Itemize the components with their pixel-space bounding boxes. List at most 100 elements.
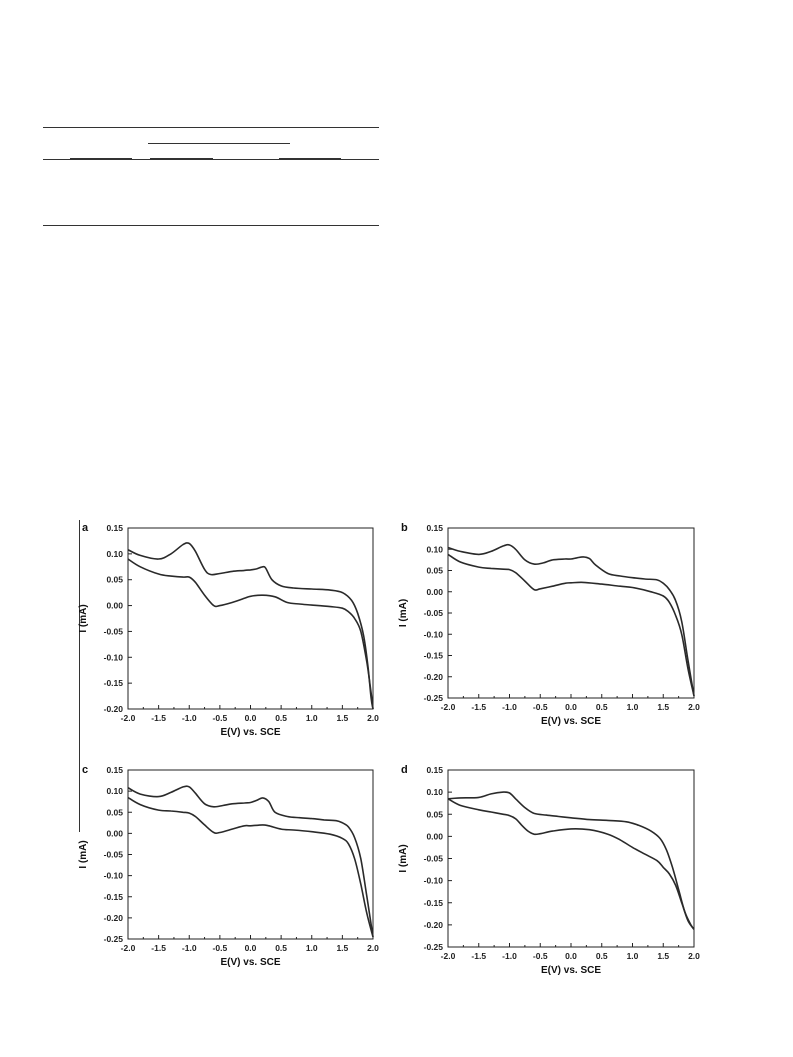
y-tick-label: -0.10: [424, 876, 444, 886]
y-tick-label: 0.00: [426, 587, 443, 597]
y-axis-label: I (mA): [398, 599, 409, 627]
x-tick-label: -0.5: [533, 951, 548, 961]
y-tick-label: 0.00: [106, 828, 123, 838]
y-tick-label: -0.25: [104, 934, 124, 944]
x-tick-label: 0.5: [275, 943, 287, 953]
y-tick-label: 0.10: [106, 549, 123, 559]
x-tick-label: -1.5: [151, 943, 166, 953]
cv-curve-lower: [447, 798, 695, 930]
panel-label: b: [401, 522, 408, 534]
panel-label: c: [82, 764, 88, 776]
y-tick-label: -0.10: [104, 871, 124, 881]
y-axis-label: I (mA): [78, 604, 89, 632]
y-tick-label: -0.20: [104, 704, 124, 714]
chart-panel-b: b -2.0 -1.5 -1.0 -0.5 0.0 0.5 1.0 1.5 2.0 0.15 0.10…: [398, 522, 700, 727]
x-tick-label: 1.0: [627, 951, 639, 961]
table-col-rule-2: [150, 158, 213, 160]
y-tick-label: -0.20: [104, 913, 124, 923]
x-axis-label: E(V) vs. SCE: [541, 716, 601, 727]
y-tick-label: -0.10: [104, 652, 124, 662]
y-tick-label: -0.05: [104, 850, 124, 860]
x-tick-label: 2.0: [688, 702, 700, 712]
x-tick-label: 0.0: [565, 951, 577, 961]
x-tick-label: -1.0: [182, 713, 197, 723]
y-tick-label: 0.10: [426, 787, 443, 797]
x-tick-label: 1.0: [306, 713, 318, 723]
chart-panel-a: a -2.0 -1.5 -1.0 -0.5 0.0 0.5 1.0 1.5 2.0 0.15 0.10…: [78, 522, 379, 738]
y-tick-label: -0.05: [424, 608, 444, 618]
figure-left-rule: [79, 520, 80, 832]
plot-frame: [127, 527, 374, 710]
y-tick-label: 0.00: [426, 831, 443, 841]
x-tick-label: -2.0: [441, 951, 456, 961]
x-tick-label: 1.0: [627, 702, 639, 712]
x-tick-label: -1.0: [502, 702, 517, 712]
x-tick-label: 1.5: [336, 713, 348, 723]
y-tick-label: 0.10: [426, 544, 443, 554]
cv-curve-upper: [127, 785, 374, 938]
cv-curve-lower: [127, 558, 374, 710]
cv-curve-lower: [447, 553, 695, 697]
x-tick-label: 2.0: [688, 951, 700, 961]
x-tick-label: -0.5: [213, 713, 228, 723]
y-tick-label: -0.20: [424, 920, 444, 930]
x-tick-label: -1.5: [151, 713, 166, 723]
x-tick-label: 2.0: [367, 943, 379, 953]
y-tick-label: 0.15: [426, 765, 443, 775]
cv-curve-upper: [127, 542, 374, 710]
x-tick-label: 0.5: [275, 713, 287, 723]
x-tick-label: -1.0: [502, 951, 517, 961]
y-tick-label: -0.15: [424, 651, 444, 661]
table-bottom-rule: [43, 225, 379, 226]
y-tick-label: -0.05: [104, 626, 124, 636]
x-axis-label: E(V) vs. SCE: [541, 965, 601, 976]
y-tick-label: -0.25: [424, 942, 444, 952]
table-col-rule-1: [70, 158, 132, 160]
x-tick-label: 1.5: [657, 702, 669, 712]
y-tick-label: 0.00: [106, 601, 123, 611]
x-tick-label: 0.5: [596, 951, 608, 961]
x-tick-label: -1.0: [182, 943, 197, 953]
table-group-rule: [148, 143, 290, 144]
x-tick-label: 1.5: [336, 943, 348, 953]
x-tick-label: -0.5: [213, 943, 228, 953]
panel-label: a: [82, 522, 89, 534]
x-tick-label: -0.5: [533, 702, 548, 712]
y-tick-label: 0.15: [426, 523, 443, 533]
y-tick-label: -0.15: [424, 898, 444, 908]
x-tick-label: 2.0: [367, 713, 379, 723]
y-tick-label: 0.10: [106, 786, 123, 796]
x-tick-label: 1.0: [306, 943, 318, 953]
panel-label: d: [401, 764, 408, 776]
x-axis-label: E(V) vs. SCE: [220, 727, 280, 738]
y-tick-label: 0.05: [106, 575, 123, 585]
cv-curve-upper: [447, 791, 695, 930]
x-tick-label: -1.5: [471, 702, 486, 712]
y-tick-label: -0.15: [104, 892, 124, 902]
x-axis-label: E(V) vs. SCE: [220, 957, 280, 968]
y-tick-label: 0.15: [106, 523, 123, 533]
y-tick-label: -0.15: [104, 678, 124, 688]
y-tick-label: 0.05: [426, 566, 443, 576]
x-tick-label: -2.0: [441, 702, 456, 712]
x-tick-label: 0.0: [245, 713, 257, 723]
y-tick-label: -0.25: [424, 693, 444, 703]
y-tick-label: 0.15: [106, 765, 123, 775]
y-tick-label: -0.20: [424, 672, 444, 682]
y-tick-label: 0.05: [426, 809, 443, 819]
y-axis-label: I (mA): [78, 840, 89, 868]
table-top-rule: [43, 127, 379, 128]
x-tick-label: 0.5: [596, 702, 608, 712]
x-tick-label: -2.0: [121, 713, 136, 723]
y-tick-label: 0.05: [106, 807, 123, 817]
x-tick-label: -2.0: [121, 943, 136, 953]
y-tick-label: -0.10: [424, 629, 444, 639]
x-tick-label: 1.5: [657, 951, 669, 961]
y-axis-label: I (mA): [398, 844, 409, 872]
y-tick-label: -0.05: [424, 854, 444, 864]
chart-panel-c: c -2.0 -1.5 -1.0 -0.5 0.0 0.5 1.0 1.5 2.0 0.15 0.10…: [78, 764, 379, 968]
x-tick-label: 0.0: [565, 702, 577, 712]
x-tick-label: 0.0: [245, 943, 257, 953]
x-tick-label: -1.5: [471, 951, 486, 961]
cv-curve-upper: [447, 543, 695, 697]
